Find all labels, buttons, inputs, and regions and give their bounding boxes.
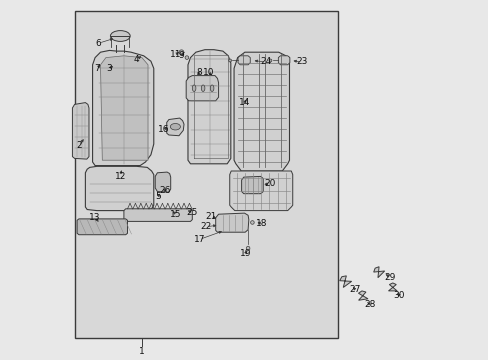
Text: 4: 4 (133, 55, 139, 64)
Text: 14: 14 (238, 98, 250, 107)
Polygon shape (358, 291, 367, 300)
Ellipse shape (228, 59, 231, 62)
Text: 28: 28 (364, 300, 375, 309)
Text: 11: 11 (170, 50, 182, 59)
Bar (75, 11, 337, 338)
Polygon shape (278, 56, 289, 65)
Text: 24: 24 (260, 58, 271, 67)
Polygon shape (238, 56, 250, 65)
Ellipse shape (170, 123, 180, 130)
Polygon shape (92, 50, 153, 166)
Polygon shape (241, 176, 263, 194)
Text: 27: 27 (349, 285, 360, 294)
Text: 9: 9 (178, 51, 184, 60)
Text: 17: 17 (193, 235, 205, 244)
Text: 16: 16 (158, 125, 169, 134)
Text: 21: 21 (205, 212, 217, 220)
Ellipse shape (192, 85, 196, 91)
Ellipse shape (250, 221, 254, 224)
Text: 13: 13 (89, 213, 101, 222)
Polygon shape (373, 267, 384, 278)
Ellipse shape (185, 56, 188, 59)
Text: 10: 10 (203, 68, 214, 77)
Text: 15: 15 (170, 210, 182, 219)
Text: 19: 19 (239, 249, 250, 258)
Text: 23: 23 (296, 58, 307, 67)
Text: 26: 26 (159, 186, 171, 195)
Text: 7: 7 (94, 64, 100, 73)
Text: 30: 30 (393, 291, 404, 300)
Text: 29: 29 (384, 273, 395, 282)
Text: 1: 1 (139, 346, 144, 356)
Polygon shape (234, 52, 289, 171)
Text: 3: 3 (106, 64, 112, 73)
Polygon shape (215, 213, 248, 232)
Polygon shape (339, 276, 351, 287)
Ellipse shape (201, 85, 204, 91)
Ellipse shape (110, 31, 130, 41)
Text: 18: 18 (256, 219, 267, 228)
Ellipse shape (246, 246, 249, 251)
Text: 12: 12 (114, 172, 126, 181)
Polygon shape (85, 166, 153, 211)
Text: 5: 5 (155, 192, 161, 201)
Polygon shape (123, 209, 192, 221)
Text: 25: 25 (186, 208, 198, 217)
Polygon shape (155, 172, 170, 192)
Text: 8: 8 (196, 68, 202, 77)
Text: 20: 20 (264, 179, 275, 188)
Polygon shape (166, 118, 183, 136)
Polygon shape (387, 283, 396, 291)
Text: 6: 6 (96, 39, 102, 48)
Polygon shape (101, 56, 148, 160)
Polygon shape (77, 219, 127, 235)
Ellipse shape (210, 85, 213, 91)
Text: 2: 2 (76, 141, 81, 150)
Polygon shape (229, 171, 292, 211)
Polygon shape (72, 103, 89, 159)
Text: 22: 22 (200, 222, 211, 231)
Polygon shape (187, 50, 230, 164)
Ellipse shape (268, 59, 271, 62)
Ellipse shape (179, 50, 183, 55)
Polygon shape (186, 76, 218, 101)
